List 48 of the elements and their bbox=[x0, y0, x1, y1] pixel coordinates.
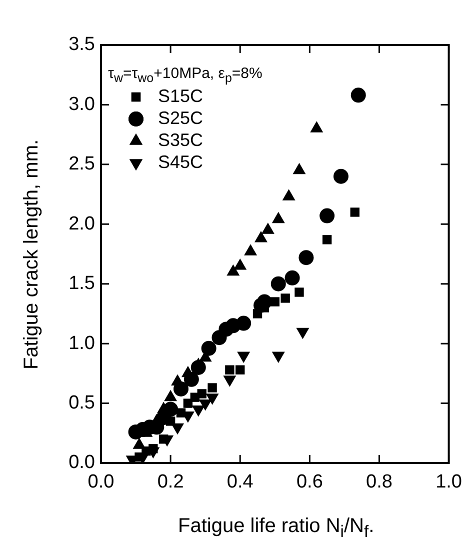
point bbox=[322, 235, 332, 244]
y-tick-label: 3.5 bbox=[68, 34, 95, 56]
point bbox=[236, 316, 252, 331]
point bbox=[225, 365, 234, 374]
y-tick-label: 1.5 bbox=[68, 273, 95, 294]
point bbox=[163, 402, 178, 417]
y-tick-label: 3.0 bbox=[68, 94, 95, 115]
legend-title: τ$_{w}$=τ$_{wo}$+10MPa, ε$_{p}$=8% bbox=[108, 65, 262, 85]
legend-label: S25C bbox=[158, 108, 204, 128]
point bbox=[176, 408, 186, 418]
y-tick-label: 0.0 bbox=[68, 452, 95, 474]
point bbox=[173, 381, 188, 396]
point bbox=[333, 168, 348, 184]
x-tick-label: 0.4 bbox=[226, 472, 254, 493]
y-tick-label: 1.0 bbox=[68, 332, 95, 354]
point bbox=[148, 444, 158, 454]
x-tick-label: 0.6 bbox=[296, 472, 323, 493]
x-axis-title: Fatigue life ratio N$_{i}$/N$_{f}$. bbox=[178, 515, 374, 542]
point bbox=[236, 365, 245, 374]
point bbox=[284, 270, 300, 286]
point bbox=[270, 276, 286, 292]
legend-label: S45C bbox=[158, 152, 204, 172]
x-tick-label: 0.0 bbox=[88, 472, 114, 493]
y-tick-label: 2.5 bbox=[68, 154, 95, 175]
x-tick-label: 0.8 bbox=[366, 472, 392, 493]
x-tick-label: 1.0 bbox=[436, 472, 462, 493]
point bbox=[183, 398, 193, 408]
point bbox=[294, 288, 304, 297]
point bbox=[208, 383, 217, 392]
point bbox=[197, 389, 206, 398]
point bbox=[159, 434, 168, 444]
point bbox=[280, 294, 290, 303]
y-tick-label: 0.5 bbox=[68, 392, 95, 414]
legend-label: S35C bbox=[158, 130, 204, 150]
y-tick-label: 2.0 bbox=[68, 213, 95, 234]
y-axis-title: Fatigue crack length, mm. bbox=[20, 138, 44, 370]
point bbox=[320, 208, 335, 224]
point bbox=[166, 416, 176, 426]
point bbox=[184, 372, 199, 387]
point bbox=[270, 297, 280, 306]
point bbox=[298, 250, 314, 266]
x-tick-label: 0.2 bbox=[157, 472, 184, 493]
point bbox=[252, 309, 262, 318]
point bbox=[350, 208, 360, 217]
point bbox=[201, 340, 216, 356]
point bbox=[190, 360, 206, 375]
legend-label: S15C bbox=[158, 86, 204, 106]
point bbox=[350, 88, 366, 103]
